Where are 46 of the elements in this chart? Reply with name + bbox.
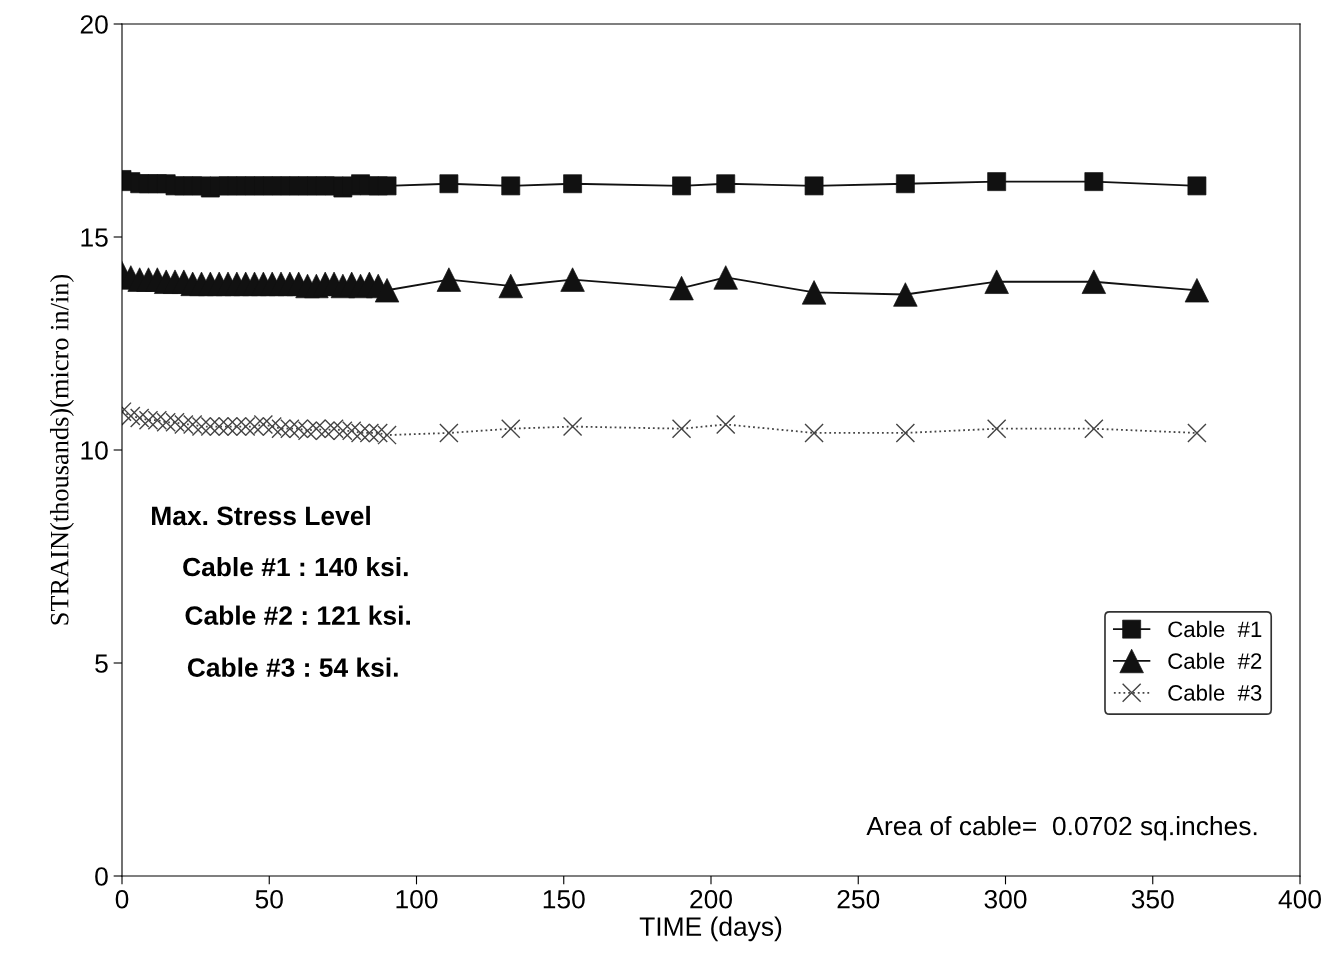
x-tick-label: 400 — [1278, 889, 1321, 909]
point — [1187, 423, 1207, 443]
legend-label: Cable #1 — [1168, 620, 1262, 638]
y-tick-label: 20 — [80, 15, 108, 34]
x-tick-label: 200 — [690, 889, 732, 909]
point — [1084, 418, 1104, 439]
point — [563, 174, 582, 194]
legend-label: Cable #2 — [1168, 652, 1262, 669]
x-tick-label: 0 — [115, 889, 129, 909]
point — [984, 269, 1009, 294]
x-tick-label: 300 — [984, 889, 1027, 909]
point — [804, 423, 824, 443]
point — [374, 278, 400, 303]
point — [1081, 269, 1107, 294]
x-tick-label: 250 — [837, 889, 880, 909]
point — [716, 174, 736, 194]
annotation: Cable #2 : 121 ksi. — [185, 605, 410, 625]
point — [804, 176, 824, 196]
point — [1187, 176, 1207, 196]
point — [377, 176, 397, 196]
point — [671, 418, 692, 439]
x-tick-label: 100 — [396, 889, 438, 909]
point — [893, 282, 918, 307]
point — [986, 418, 1007, 439]
annotation: Area of cable= 0.0702 sq.inches. — [866, 815, 1257, 841]
y-tick-label: 5 — [95, 654, 108, 673]
y-tick-label: 15 — [81, 228, 108, 247]
x-tick-label: 50 — [255, 889, 283, 909]
point — [439, 423, 459, 443]
x-tick-label: 350 — [1131, 889, 1174, 909]
point — [498, 273, 523, 299]
point — [895, 423, 916, 443]
point — [562, 416, 583, 437]
legend-label: Cable #3 — [1168, 684, 1262, 701]
y-axis-title: STRAIN(thousands)(micro in/in) — [49, 274, 74, 625]
point — [987, 172, 1007, 191]
annotation: Cable #1 : 140 ksi. — [183, 556, 408, 577]
point — [122, 406, 141, 426]
y-tick-label: 0 — [95, 867, 108, 886]
point — [501, 418, 521, 439]
annotation: Max. Stress Level — [152, 505, 370, 526]
x-axis-title: TIME (days) — [639, 916, 782, 942]
x-tick-label: 150 — [543, 889, 585, 909]
y-tick-label: 10 — [81, 441, 108, 460]
annotation: Cable #3 : 54 ksi. — [187, 657, 398, 677]
point — [716, 414, 736, 435]
